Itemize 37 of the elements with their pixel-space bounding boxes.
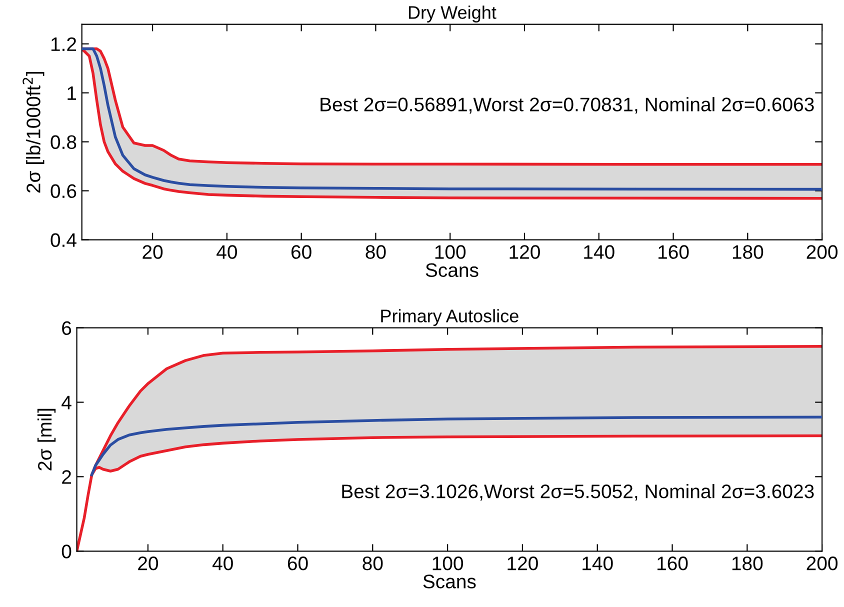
x-axis-title: Scans: [423, 574, 476, 588]
x-tick-label: 200: [806, 245, 838, 259]
x-tick-label: 200: [806, 556, 838, 570]
x-tick-label: 60: [291, 245, 312, 259]
x-axis-title: Scans: [426, 263, 478, 278]
chart-title: Dry Weight: [408, 6, 496, 22]
x-tick-label: 100: [432, 556, 464, 570]
y-tick-label: 0.8: [50, 135, 76, 150]
y-axis-title: 2σ [lb/1000ft$^{2}$]: [22, 72, 44, 193]
x-tick-label: 60: [288, 556, 308, 570]
y-tick-label: 2: [62, 470, 71, 484]
x-tick-label: 180: [732, 556, 763, 570]
x-tick-label: 120: [510, 245, 540, 259]
x-tick-label: 80: [362, 556, 383, 570]
x-tick-label: 100: [435, 245, 466, 259]
x-tick-label: 80: [366, 245, 386, 259]
chart-title: Primary Autoslice: [381, 309, 518, 326]
x-tick-label: 160: [658, 556, 688, 570]
annotation: Best 2σ=0.56891,Worst 2σ=0.70831, Nominal 2σ=0.6063: [320, 97, 814, 114]
x-tick-label: 20: [138, 556, 158, 570]
y-tick-label: 1.2: [51, 37, 76, 51]
x-tick-label: 20: [142, 245, 163, 259]
annotation: Best 2σ=3.1026,Worst 2σ=5.5052, Nominal 2σ=3.6023: [342, 484, 814, 501]
x-tick-label: 140: [582, 556, 613, 570]
y-tick-label: 0: [62, 544, 72, 558]
y-axis-title: 2σ [mil]: [37, 408, 56, 470]
x-tick-label: 160: [658, 245, 689, 259]
x-tick-label: 120: [508, 556, 538, 570]
y-tick-label: 1: [68, 86, 76, 100]
x-tick-label: 40: [212, 556, 233, 570]
x-tick-label: 180: [732, 245, 764, 259]
y-tick-label: 0.6: [50, 184, 76, 198]
y-tick-label: 4: [62, 396, 72, 410]
x-tick-label: 140: [584, 245, 614, 259]
y-tick-label: 0.4: [50, 233, 76, 247]
y-tick-label: 6: [62, 321, 72, 336]
x-tick-label: 40: [216, 245, 237, 259]
